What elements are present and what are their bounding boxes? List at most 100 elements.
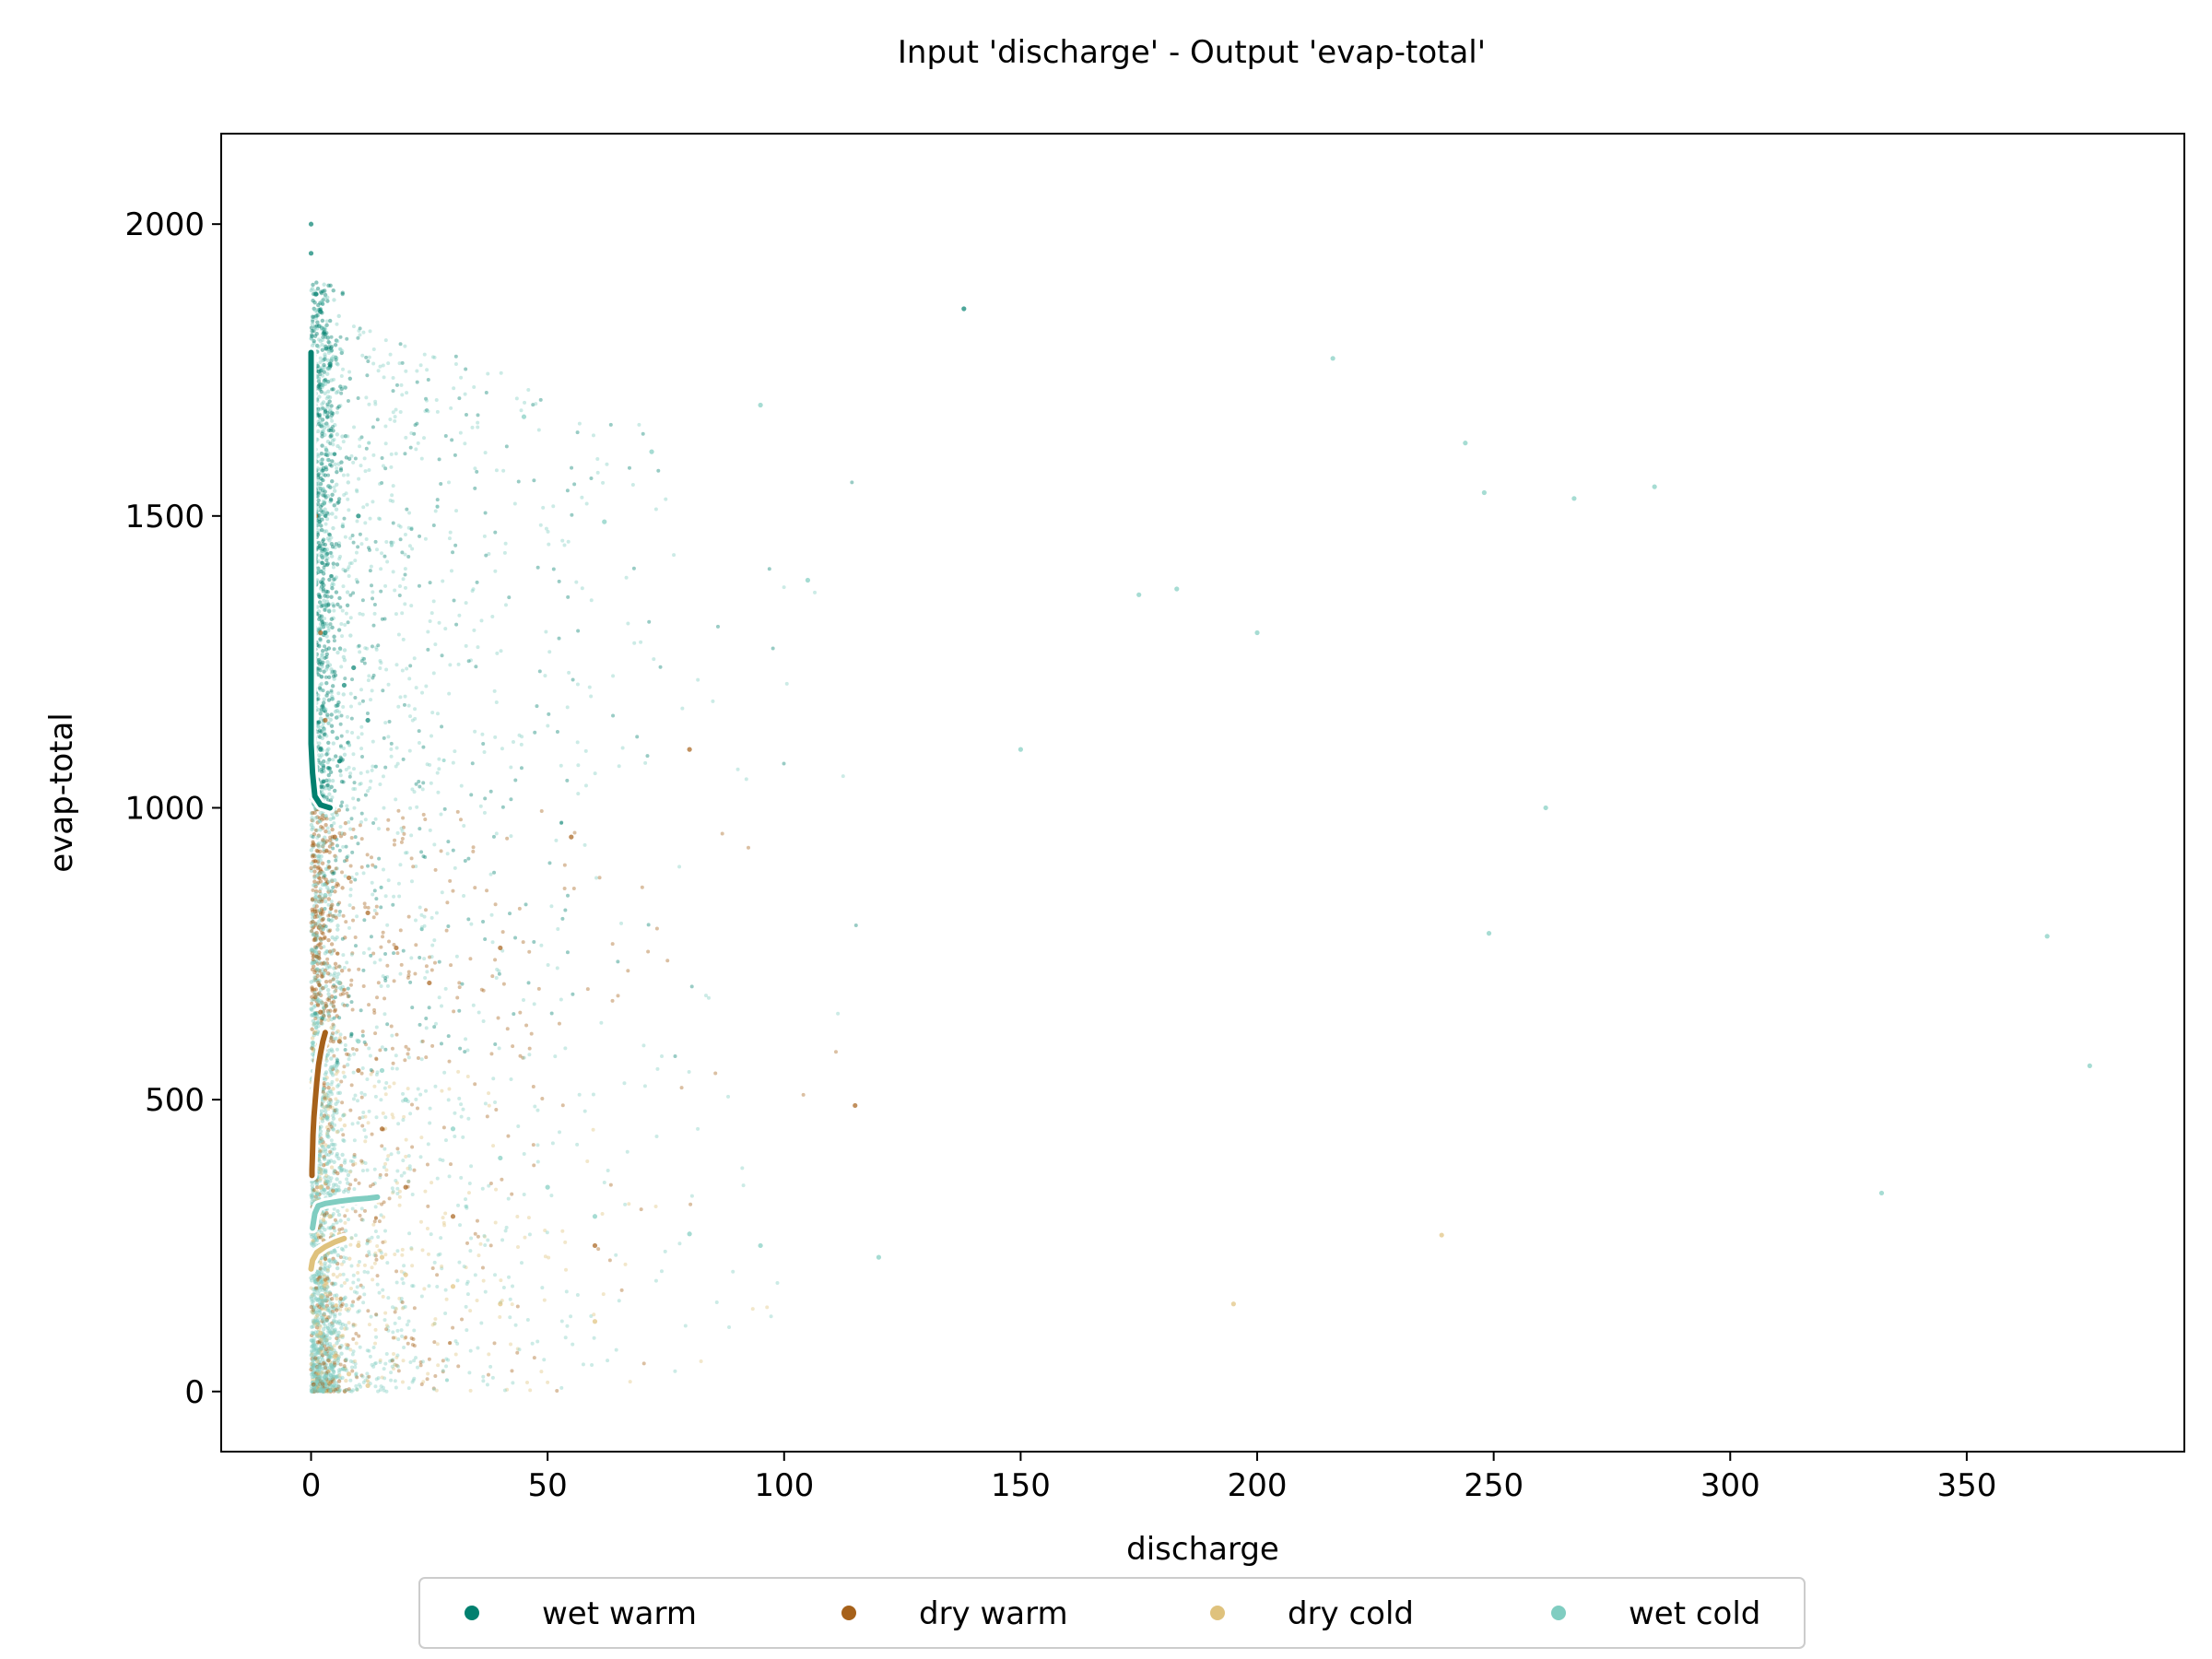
- cloud-point: [332, 1053, 336, 1058]
- cloud-point: [317, 741, 322, 746]
- cloud-point: [403, 567, 407, 571]
- cloud-point: [328, 717, 333, 723]
- cloud-point: [309, 1383, 314, 1389]
- cloud-point: [335, 975, 339, 980]
- cloud-point: [317, 1140, 322, 1146]
- cloud-point: [329, 378, 334, 382]
- cloud-point: [311, 1389, 316, 1394]
- cloud-point: [350, 1122, 355, 1126]
- cloud-point: [383, 1253, 388, 1257]
- cloud-point: [325, 1113, 331, 1119]
- cloud-point: [319, 946, 324, 950]
- cloud-point: [315, 1322, 320, 1326]
- cloud-point: [687, 1070, 691, 1075]
- cloud-point: [324, 1115, 329, 1120]
- cloud-point: [429, 781, 433, 785]
- cloud-point: [338, 769, 343, 773]
- cloud-point: [317, 415, 322, 419]
- cloud-point: [332, 452, 337, 456]
- cloud-point: [318, 1153, 323, 1158]
- cloud-point: [320, 1353, 324, 1358]
- cloud-point: [440, 1088, 444, 1093]
- cloud-point: [333, 462, 337, 467]
- cloud-point: [391, 1189, 395, 1194]
- cloud-point: [355, 1375, 359, 1380]
- cloud-point: [385, 1261, 390, 1265]
- cloud-point: [328, 550, 333, 555]
- cloud-point: [366, 1121, 371, 1125]
- cloud-point: [364, 355, 369, 359]
- cloud-point: [347, 508, 351, 512]
- cloud-point: [334, 515, 338, 520]
- cloud-point: [320, 1017, 324, 1021]
- cloud-point: [428, 1106, 432, 1111]
- cloud-point: [338, 605, 343, 609]
- cloud-point: [330, 1347, 335, 1351]
- cloud-point: [326, 1159, 331, 1163]
- cloud-point: [345, 855, 349, 860]
- cloud-point: [329, 573, 335, 579]
- cloud-point: [326, 1346, 331, 1351]
- cloud-point: [331, 387, 335, 392]
- cloud-point: [336, 1156, 341, 1161]
- cloud-point: [322, 1218, 326, 1223]
- cloud-point: [331, 697, 335, 701]
- cloud-point: [320, 704, 324, 709]
- cloud-point: [324, 319, 329, 324]
- cloud-point: [325, 766, 331, 771]
- cloud-point: [323, 951, 328, 956]
- cloud-point: [325, 389, 331, 394]
- cloud-point: [322, 1162, 326, 1168]
- cloud-point: [547, 542, 551, 547]
- cloud-point: [321, 826, 325, 830]
- cloud-point: [319, 729, 324, 734]
- cloud-point: [360, 1285, 365, 1289]
- cloud-point: [323, 295, 327, 300]
- cloud-point: [387, 1085, 392, 1089]
- cloud-point: [325, 358, 331, 363]
- cloud-point: [464, 1037, 468, 1041]
- cloud-point: [314, 828, 319, 833]
- cloud-point: [338, 744, 343, 748]
- cloud-point: [312, 1389, 317, 1394]
- y-tick-label: 500: [145, 1082, 205, 1119]
- cloud-point: [321, 400, 326, 405]
- cloud-point: [342, 831, 347, 837]
- cloud-point: [571, 677, 575, 682]
- cloud-point: [319, 1143, 324, 1147]
- cloud-point: [314, 955, 320, 959]
- data-point: [336, 980, 342, 986]
- cloud-point: [326, 1144, 332, 1149]
- cloud-point: [382, 867, 386, 872]
- cloud-point: [432, 1025, 437, 1030]
- cloud-point: [312, 314, 316, 319]
- cloud-point: [323, 1344, 327, 1348]
- cloud-point: [512, 501, 517, 506]
- cloud-point: [325, 660, 330, 665]
- cloud-point: [473, 729, 477, 734]
- cloud-point: [332, 821, 336, 826]
- cloud-point: [319, 1389, 324, 1394]
- cloud-point: [316, 950, 322, 955]
- cloud-point: [481, 1278, 486, 1283]
- cloud-point: [341, 988, 346, 993]
- cloud-point: [317, 459, 323, 465]
- cloud-point: [319, 1279, 324, 1284]
- cloud-point: [336, 500, 341, 504]
- cloud-point: [310, 1330, 315, 1335]
- cloud-point: [335, 1335, 339, 1341]
- cloud-point: [317, 1387, 322, 1392]
- cloud-point: [421, 781, 426, 785]
- cloud-point: [322, 1378, 326, 1382]
- cloud-point: [318, 486, 323, 491]
- cloud-point: [318, 688, 323, 692]
- cloud-point: [329, 345, 334, 349]
- cloud-point: [310, 1234, 314, 1239]
- cloud-point: [559, 1385, 564, 1390]
- data-point: [327, 361, 333, 367]
- cloud-point: [318, 638, 323, 643]
- cloud-point: [355, 1099, 359, 1103]
- cloud-point: [310, 1001, 314, 1006]
- cloud-point: [426, 647, 430, 652]
- cloud-point: [360, 612, 365, 617]
